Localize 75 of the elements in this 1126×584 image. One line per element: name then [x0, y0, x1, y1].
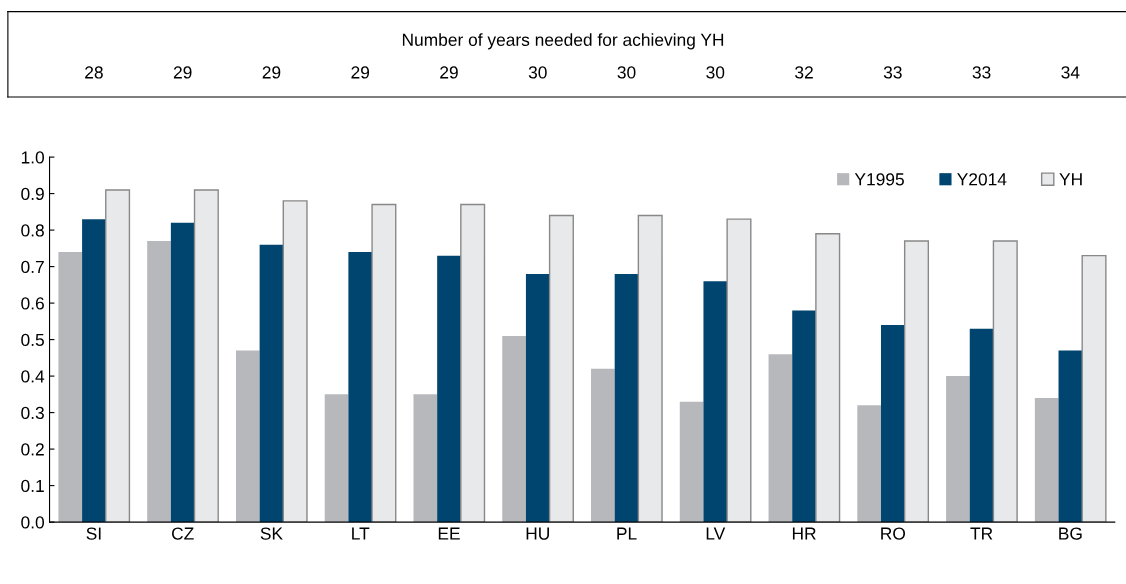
bar	[282, 200, 308, 523]
x-tick-label: BG	[1059, 527, 1082, 540]
x-tick-label: HU	[526, 527, 549, 540]
bar	[371, 203, 397, 523]
bar	[1034, 398, 1059, 523]
x-tick-label: SK	[260, 527, 283, 540]
bar	[637, 214, 663, 523]
bar	[460, 203, 486, 523]
bar	[324, 394, 349, 523]
bar	[437, 255, 461, 523]
bar	[591, 368, 615, 523]
y-tick-label: 0.1	[21, 479, 44, 493]
legend-label: Y1995	[854, 173, 904, 186]
text: 29	[440, 66, 458, 79]
bar	[768, 354, 793, 523]
text: 30	[617, 66, 636, 79]
text: 29	[173, 66, 192, 79]
bar	[1058, 350, 1083, 523]
text: 30	[706, 66, 725, 79]
text: 29	[262, 66, 281, 79]
y-tick-label: 0.3	[21, 406, 44, 420]
y-tick-label: 0.4	[21, 370, 45, 383]
legend-label: Y2014	[957, 173, 1007, 186]
bar	[548, 214, 574, 523]
bar	[792, 310, 816, 523]
y-tick-label: 0.2	[21, 443, 44, 456]
y-tick-label: 0.7	[21, 260, 44, 274]
text: 30	[528, 66, 547, 79]
bar	[193, 189, 219, 523]
bar	[82, 219, 106, 523]
bar	[726, 218, 752, 523]
y-tick-label: 0.0	[21, 516, 45, 529]
x-tick-label: TR	[970, 527, 993, 540]
y-tick-label: 0.8	[21, 224, 44, 237]
bar	[857, 405, 881, 523]
x-tick-label: SI	[86, 527, 101, 540]
bar	[235, 350, 260, 523]
bar	[815, 233, 841, 523]
bar	[525, 273, 550, 523]
text: 28	[85, 66, 103, 79]
x-tick-label: EE	[438, 527, 460, 540]
y-tick-label: 1.0	[21, 151, 45, 164]
bar	[58, 252, 83, 523]
x-tick-label: HR	[792, 527, 816, 540]
y-tick-label: 0.9	[21, 187, 44, 201]
x-tick-label: PL	[617, 527, 637, 540]
y-tick-label: 0.5	[21, 333, 44, 347]
text: Number of years needed for achieving YH	[402, 33, 724, 50]
text: 33	[883, 66, 902, 79]
bar	[1081, 254, 1107, 523]
bar	[259, 244, 284, 523]
x-tick-label: LT	[352, 527, 370, 540]
bar	[147, 241, 171, 523]
x-tick-label: RO	[881, 527, 906, 540]
legend-label: YH	[1059, 173, 1082, 186]
text: 29	[351, 66, 370, 79]
bar	[170, 222, 195, 523]
bar	[946, 376, 970, 523]
bar	[413, 394, 438, 523]
bar	[679, 401, 704, 523]
y-tick-label: 0.6	[21, 297, 44, 310]
bar	[703, 281, 728, 523]
text: 32	[795, 66, 813, 79]
bar	[348, 252, 373, 523]
bar	[880, 325, 905, 523]
bar	[502, 335, 526, 523]
text: 34	[1061, 66, 1080, 79]
x-tick-label: LV	[706, 527, 726, 540]
x-tick-label: CZ	[172, 527, 194, 540]
bar	[969, 328, 994, 523]
text: 33	[972, 66, 991, 79]
bar	[903, 240, 930, 523]
bar	[614, 273, 639, 523]
bar	[992, 240, 1018, 523]
bar	[105, 189, 131, 523]
